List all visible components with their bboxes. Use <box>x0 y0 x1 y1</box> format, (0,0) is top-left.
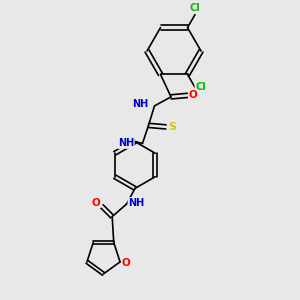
Text: O: O <box>188 90 197 100</box>
Text: NH: NH <box>118 138 134 148</box>
Text: NH: NH <box>128 197 144 208</box>
Text: S: S <box>168 122 176 132</box>
Text: NH: NH <box>132 99 148 110</box>
Text: O: O <box>92 197 101 208</box>
Text: O: O <box>122 258 130 268</box>
Text: Cl: Cl <box>195 82 206 92</box>
Text: Cl: Cl <box>190 3 200 13</box>
